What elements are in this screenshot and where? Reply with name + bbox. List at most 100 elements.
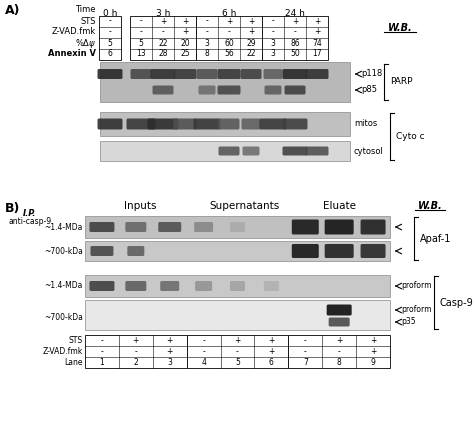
Text: +: + xyxy=(370,336,376,345)
Text: -: - xyxy=(140,16,142,26)
FancyBboxPatch shape xyxy=(100,62,350,102)
Text: p118: p118 xyxy=(361,70,382,78)
FancyBboxPatch shape xyxy=(327,304,352,316)
Text: 6 h: 6 h xyxy=(222,9,236,18)
Text: -: - xyxy=(304,347,307,356)
FancyBboxPatch shape xyxy=(100,112,350,136)
Text: p35: p35 xyxy=(401,317,416,326)
Text: 20: 20 xyxy=(180,39,190,48)
Text: Z-VAD.fmk: Z-VAD.fmk xyxy=(43,347,83,356)
Text: Supernatants: Supernatants xyxy=(210,201,280,211)
Text: 74: 74 xyxy=(312,39,322,48)
FancyBboxPatch shape xyxy=(361,244,385,258)
Text: -: - xyxy=(304,336,307,345)
Text: 5: 5 xyxy=(138,39,144,48)
FancyBboxPatch shape xyxy=(195,281,212,291)
Text: -: - xyxy=(293,28,296,36)
Text: +: + xyxy=(182,16,188,26)
FancyBboxPatch shape xyxy=(125,281,146,291)
Text: W.B.: W.B. xyxy=(388,23,412,33)
Text: Apaf-1: Apaf-1 xyxy=(420,233,451,243)
Text: 3 h: 3 h xyxy=(156,9,170,18)
FancyBboxPatch shape xyxy=(283,146,308,155)
Text: 24 h: 24 h xyxy=(285,9,305,18)
Text: Lane: Lane xyxy=(64,358,83,367)
Text: STS: STS xyxy=(81,16,96,26)
Text: +: + xyxy=(268,347,274,356)
FancyBboxPatch shape xyxy=(99,16,121,60)
Text: Annexin V: Annexin V xyxy=(48,49,96,58)
Text: Casp-9: Casp-9 xyxy=(440,297,474,307)
FancyBboxPatch shape xyxy=(264,281,279,291)
Text: 29: 29 xyxy=(246,39,256,48)
Text: ~700-kDa: ~700-kDa xyxy=(44,246,83,255)
FancyBboxPatch shape xyxy=(284,85,306,94)
Text: 6: 6 xyxy=(108,49,112,58)
Text: proform: proform xyxy=(401,281,431,291)
Text: 4: 4 xyxy=(201,358,206,367)
Text: mitos: mitos xyxy=(354,120,377,129)
FancyBboxPatch shape xyxy=(193,119,220,129)
Text: +: + xyxy=(370,347,376,356)
FancyBboxPatch shape xyxy=(85,300,390,330)
Text: 60: 60 xyxy=(224,39,234,48)
FancyBboxPatch shape xyxy=(85,216,390,238)
Text: +: + xyxy=(133,336,139,345)
Text: Cyto c: Cyto c xyxy=(396,132,425,141)
Text: +: + xyxy=(234,336,241,345)
Text: +: + xyxy=(248,16,254,26)
Text: 3: 3 xyxy=(167,358,172,367)
FancyBboxPatch shape xyxy=(219,119,239,129)
FancyBboxPatch shape xyxy=(91,246,113,256)
FancyBboxPatch shape xyxy=(325,220,354,235)
Text: -: - xyxy=(206,28,209,36)
FancyBboxPatch shape xyxy=(160,281,179,291)
Text: p85: p85 xyxy=(361,85,377,94)
FancyBboxPatch shape xyxy=(196,16,262,60)
Text: W.B.: W.B. xyxy=(418,201,442,211)
Text: 8: 8 xyxy=(337,358,342,367)
Text: 17: 17 xyxy=(312,49,322,58)
Text: +: + xyxy=(160,16,166,26)
FancyBboxPatch shape xyxy=(264,69,283,79)
FancyBboxPatch shape xyxy=(328,317,350,326)
FancyBboxPatch shape xyxy=(147,119,179,129)
Text: 25: 25 xyxy=(180,49,190,58)
FancyBboxPatch shape xyxy=(325,244,354,258)
Text: ~1.4-MDa: ~1.4-MDa xyxy=(45,223,83,232)
Text: 22: 22 xyxy=(246,49,256,58)
Text: -: - xyxy=(228,28,230,36)
FancyBboxPatch shape xyxy=(243,146,259,155)
FancyBboxPatch shape xyxy=(292,244,319,258)
Text: 13: 13 xyxy=(136,49,146,58)
FancyBboxPatch shape xyxy=(361,220,385,235)
Text: -: - xyxy=(272,16,274,26)
Text: -: - xyxy=(206,16,209,26)
Text: 5: 5 xyxy=(108,39,112,48)
Text: -: - xyxy=(162,28,164,36)
FancyBboxPatch shape xyxy=(283,119,308,129)
Text: -: - xyxy=(202,347,205,356)
FancyBboxPatch shape xyxy=(153,85,173,94)
FancyBboxPatch shape xyxy=(100,141,350,161)
FancyBboxPatch shape xyxy=(98,69,122,79)
Text: ~700-kDa: ~700-kDa xyxy=(44,313,83,323)
FancyBboxPatch shape xyxy=(199,85,216,94)
FancyBboxPatch shape xyxy=(85,275,390,297)
FancyBboxPatch shape xyxy=(173,119,197,129)
Text: 7: 7 xyxy=(303,358,308,367)
Text: +: + xyxy=(314,28,320,36)
Text: +: + xyxy=(314,16,320,26)
Text: anti-casp-9: anti-casp-9 xyxy=(9,217,52,226)
Text: -: - xyxy=(272,28,274,36)
Text: +: + xyxy=(182,28,188,36)
FancyBboxPatch shape xyxy=(218,85,240,94)
Text: A): A) xyxy=(5,4,20,17)
Text: +: + xyxy=(292,16,298,26)
FancyBboxPatch shape xyxy=(194,222,213,232)
Text: 9: 9 xyxy=(371,358,375,367)
FancyBboxPatch shape xyxy=(173,69,197,79)
FancyBboxPatch shape xyxy=(130,16,196,60)
Text: I.P.: I.P. xyxy=(23,210,36,219)
FancyBboxPatch shape xyxy=(158,222,181,232)
